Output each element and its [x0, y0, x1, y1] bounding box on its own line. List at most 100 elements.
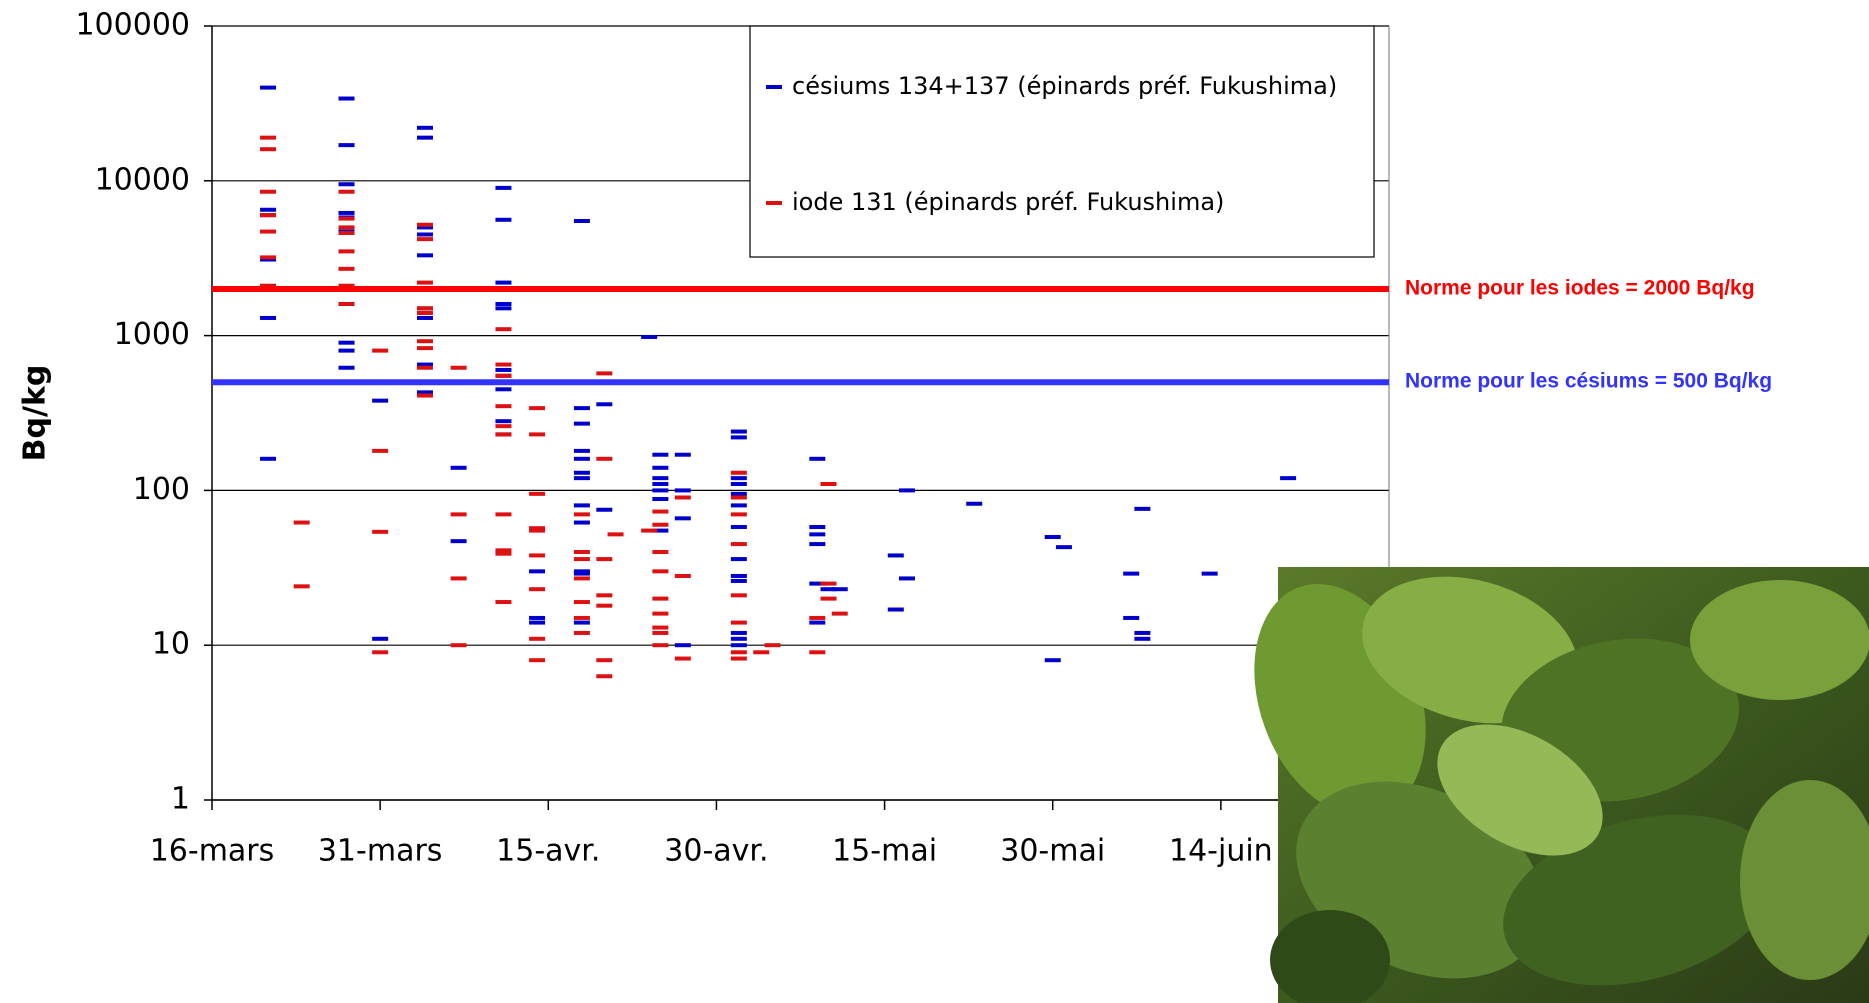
data-point: [809, 621, 825, 625]
data-point: [451, 576, 467, 580]
data-point: [451, 512, 467, 516]
legend-box: [750, 26, 1374, 257]
data-point: [574, 576, 590, 580]
legend-label: césiums 134+137 (épinards préf. Fukushim…: [792, 72, 1337, 100]
data-point: [529, 492, 545, 496]
x-tick-label: 30-mai: [1000, 834, 1105, 869]
data-point: [809, 650, 825, 654]
data-point: [809, 542, 825, 546]
data-point: [339, 143, 355, 147]
data-point: [417, 232, 433, 236]
data-point: [372, 530, 388, 534]
data-point: [652, 631, 668, 635]
data-point: [731, 593, 747, 597]
data-point: [294, 584, 310, 588]
y-tick-label: 1000: [114, 317, 190, 352]
data-point: [652, 510, 668, 514]
data-point: [1056, 545, 1072, 549]
data-point: [339, 341, 355, 345]
data-point: [731, 430, 747, 434]
data-point: [574, 521, 590, 525]
data-point: [495, 404, 511, 408]
data-point: [888, 608, 904, 612]
data-point: [529, 616, 545, 620]
data-point: [832, 612, 848, 616]
y-tick-label: 100000: [75, 8, 190, 43]
x-tick-label: 16-mars: [150, 834, 275, 869]
data-point: [832, 587, 848, 591]
data-point: [495, 432, 511, 436]
data-point: [495, 368, 511, 372]
data-point: [372, 637, 388, 641]
data-point: [260, 316, 276, 320]
data-point: [731, 476, 747, 480]
data-point: [821, 482, 837, 486]
data-point: [574, 422, 590, 426]
y-axis-title: Bq/kg: [18, 365, 53, 462]
data-point: [417, 253, 433, 257]
spinach-photo: [1224, 554, 1869, 1003]
data-point: [529, 637, 545, 641]
data-point: [1123, 572, 1139, 576]
data-point: [731, 471, 747, 475]
data-point: [260, 136, 276, 140]
data-point: [888, 553, 904, 557]
data-point: [1134, 631, 1150, 635]
data-point: [574, 631, 590, 635]
data-point: [731, 525, 747, 529]
data-point: [574, 512, 590, 516]
data-point: [574, 449, 590, 453]
data-point: [574, 557, 590, 561]
data-point: [1045, 535, 1061, 539]
data-point: [574, 503, 590, 507]
data-point: [652, 612, 668, 616]
data-point: [417, 136, 433, 140]
data-point: [596, 593, 612, 597]
data-point: [574, 457, 590, 461]
data-point: [495, 306, 511, 310]
data-point: [495, 512, 511, 516]
data-point: [652, 643, 668, 647]
data-point: [260, 190, 276, 194]
y-tick-label: 10: [152, 627, 190, 662]
data-point: [495, 552, 511, 556]
data-point: [495, 419, 511, 423]
data-point: [899, 576, 915, 580]
legend-marker: [766, 85, 782, 89]
data-point: [529, 569, 545, 573]
data-point: [731, 579, 747, 583]
data-point: [675, 453, 691, 457]
data-point: [339, 225, 355, 229]
data-point: [339, 217, 355, 221]
data-point: [451, 539, 467, 543]
data-point: [495, 387, 511, 391]
x-tick-label: 14-juin: [1169, 834, 1273, 869]
data-point: [339, 231, 355, 235]
data-point: [260, 213, 276, 217]
data-point: [1134, 507, 1150, 511]
chart: Bq/kg 11010010001000010000016-mars31-mar…: [0, 0, 1869, 1003]
data-point: [675, 488, 691, 492]
data-point: [652, 488, 668, 492]
data-point: [417, 281, 433, 285]
data-point: [652, 453, 668, 457]
data-point: [731, 621, 747, 625]
data-point: [574, 616, 590, 620]
x-tick-label: 31-mars: [318, 834, 443, 869]
data-point: [675, 574, 691, 578]
data-point: [596, 604, 612, 608]
data-point: [339, 302, 355, 306]
data-point: [260, 147, 276, 151]
data-point: [821, 582, 837, 586]
data-point: [1202, 572, 1218, 576]
data-point: [764, 643, 780, 647]
data-point: [731, 650, 747, 654]
data-point: [1123, 616, 1139, 620]
data-point: [574, 471, 590, 475]
data-point: [731, 542, 747, 546]
data-point: [809, 616, 825, 620]
data-point: [451, 366, 467, 370]
data-point: [417, 237, 433, 241]
data-point: [1045, 658, 1061, 662]
data-point: [574, 406, 590, 410]
